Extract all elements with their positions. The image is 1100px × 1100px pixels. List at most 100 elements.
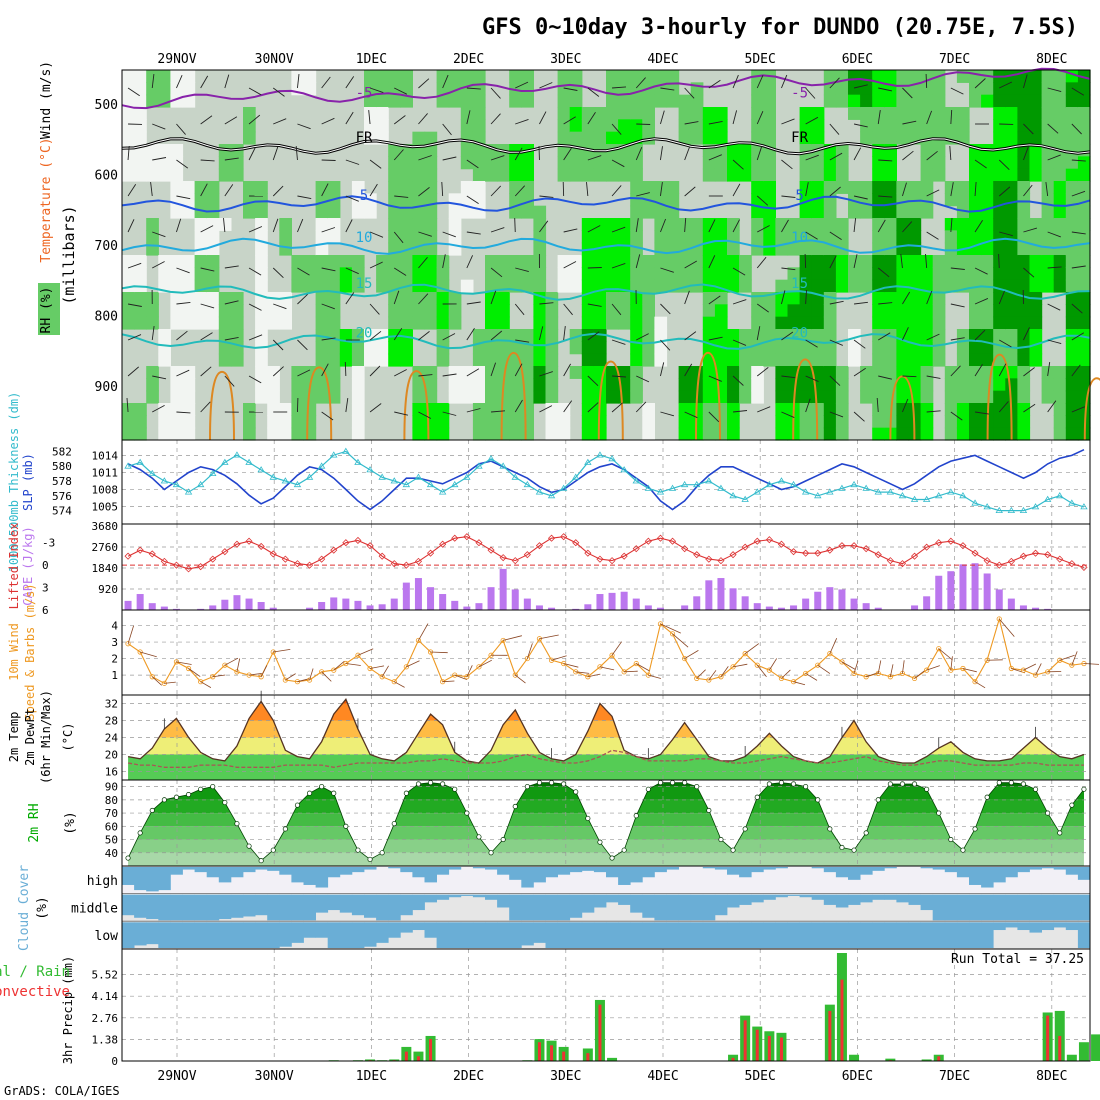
rh-cell bbox=[993, 107, 1006, 120]
thickness-marker bbox=[1007, 506, 1016, 513]
wind-barb bbox=[539, 326, 544, 341]
rh-cell bbox=[1053, 378, 1067, 392]
rh2m-marker bbox=[657, 780, 664, 786]
thickness-marker bbox=[656, 488, 665, 495]
wind-barb bbox=[925, 253, 928, 269]
rh-cell bbox=[763, 107, 776, 120]
rh-cell bbox=[1005, 119, 1018, 133]
cloud-bar bbox=[702, 922, 716, 948]
y-tick-slp: 1011 bbox=[92, 466, 119, 479]
rh-cell bbox=[364, 341, 377, 355]
rh-cell bbox=[497, 267, 510, 281]
rh-cell bbox=[630, 119, 643, 133]
rh-cell bbox=[170, 267, 184, 281]
rh-cell bbox=[666, 193, 680, 207]
wind-barb bbox=[1047, 266, 1062, 269]
thickness-marker bbox=[330, 451, 338, 458]
wind-barb-10m bbox=[260, 665, 268, 677]
rh-cell bbox=[666, 255, 680, 268]
rh-cell bbox=[170, 205, 184, 219]
rh-cell bbox=[521, 156, 534, 170]
rh-cell bbox=[303, 390, 317, 404]
rh2m-marker bbox=[996, 780, 1002, 786]
wind-barb bbox=[321, 267, 336, 272]
rh-cell bbox=[606, 230, 619, 244]
lifted-index-marker bbox=[439, 540, 447, 548]
rh-cell bbox=[315, 230, 329, 244]
wind-barb bbox=[756, 303, 769, 313]
rh-cell bbox=[1029, 131, 1043, 145]
lifted-index-marker bbox=[184, 565, 193, 573]
rh-cell bbox=[630, 255, 643, 268]
rh-cell bbox=[678, 255, 692, 268]
cloud-bar bbox=[521, 922, 534, 946]
wind-barb bbox=[563, 303, 573, 316]
wind-barb bbox=[635, 77, 646, 89]
rh-cell bbox=[1005, 156, 1018, 170]
rh-cell bbox=[593, 107, 607, 120]
rh-cell bbox=[351, 341, 365, 355]
wind-barb bbox=[466, 110, 471, 125]
rh-cell bbox=[1077, 329, 1091, 342]
rh-cell bbox=[1065, 168, 1079, 182]
rh-cell bbox=[763, 193, 776, 207]
wind-barb bbox=[345, 292, 355, 305]
rh-cell bbox=[751, 156, 764, 170]
wind-barb bbox=[563, 363, 571, 377]
rh-cell bbox=[630, 144, 643, 157]
cloud-bar bbox=[606, 922, 619, 948]
date-label-bottom: 4DEC bbox=[647, 1069, 678, 1084]
rh-cell bbox=[533, 242, 547, 256]
rh-cell bbox=[170, 144, 184, 157]
cape-bar bbox=[584, 604, 592, 610]
rh-cell bbox=[1029, 94, 1043, 108]
lifted-index-marker bbox=[644, 537, 652, 545]
rh-cell bbox=[799, 341, 813, 355]
rh-cell bbox=[823, 156, 837, 170]
rh-cell bbox=[702, 242, 716, 256]
rh-cell bbox=[884, 341, 897, 355]
rh-cell bbox=[170, 279, 184, 293]
y-tick-slp: 1014 bbox=[92, 449, 119, 462]
wind-barb bbox=[974, 297, 989, 305]
rh-cell bbox=[690, 255, 704, 268]
wind-speed-marker bbox=[234, 669, 240, 675]
wind-barb bbox=[297, 74, 300, 89]
precip-total-bar bbox=[607, 1057, 618, 1061]
lifted-index-marker bbox=[753, 537, 761, 545]
rh-cell bbox=[896, 230, 910, 244]
cloud-bar bbox=[303, 922, 316, 938]
cloud-bar bbox=[327, 867, 341, 878]
rh-cell bbox=[981, 316, 994, 330]
wind-barb bbox=[756, 111, 764, 125]
wind-barb bbox=[853, 254, 858, 269]
wind-barb bbox=[636, 333, 649, 341]
date-label-bottom: 29NOV bbox=[157, 1069, 196, 1084]
rh-cell bbox=[775, 403, 789, 416]
lifted-index-marker bbox=[148, 550, 156, 558]
wind-barb bbox=[127, 366, 139, 377]
rh-cell bbox=[969, 218, 982, 231]
rh-cell bbox=[291, 378, 305, 392]
cloud-bar bbox=[1041, 922, 1055, 931]
wind-barb bbox=[805, 154, 819, 161]
rh-cell bbox=[702, 230, 716, 244]
rh-cell bbox=[956, 403, 970, 416]
rh-cell bbox=[485, 390, 498, 404]
wind-barb bbox=[974, 219, 983, 233]
rh-cell bbox=[956, 205, 970, 219]
rh-cell bbox=[1041, 70, 1055, 83]
wind-frame bbox=[121, 609, 1091, 696]
cloud-bar bbox=[678, 894, 692, 921]
rh-cell bbox=[267, 427, 280, 441]
cape-bar bbox=[838, 589, 846, 610]
rh-cell bbox=[485, 341, 498, 355]
rh-cell bbox=[884, 94, 897, 108]
thickness-marker bbox=[1068, 499, 1076, 506]
rh-cell bbox=[497, 366, 510, 379]
wind-speed-marker bbox=[609, 652, 615, 658]
cloud-bar bbox=[727, 922, 740, 948]
wind-barb bbox=[151, 74, 155, 89]
rh-cell bbox=[460, 366, 474, 379]
rh-cell bbox=[654, 205, 668, 219]
